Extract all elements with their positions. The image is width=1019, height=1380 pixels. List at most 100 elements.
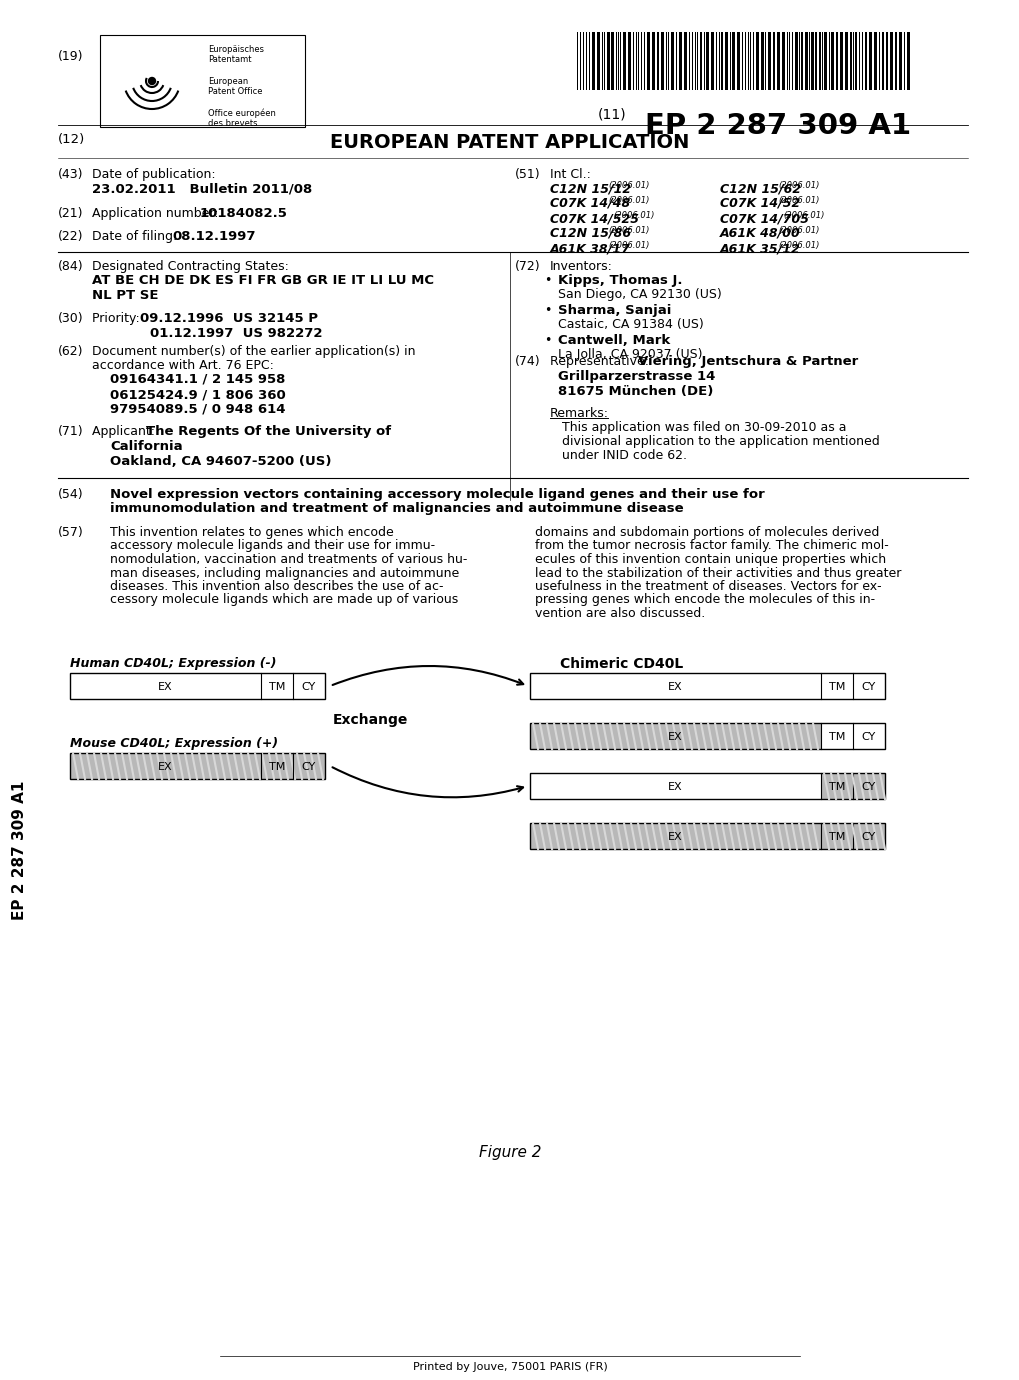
- Text: TM: TM: [269, 762, 285, 771]
- Text: 81675 München (DE): 81675 München (DE): [557, 385, 712, 397]
- Text: (2006.01): (2006.01): [777, 241, 818, 250]
- Text: 97954089.5 / 0 948 614: 97954089.5 / 0 948 614: [110, 403, 285, 415]
- Text: (30): (30): [58, 312, 84, 326]
- Text: immunomodulation and treatment of malignancies and autoimmune disease: immunomodulation and treatment of malign…: [110, 502, 683, 515]
- Text: usefulness in the treatment of diseases. Vectors for ex-: usefulness in the treatment of diseases.…: [535, 580, 880, 593]
- Text: 06125424.9 / 1 806 360: 06125424.9 / 1 806 360: [110, 388, 285, 402]
- Bar: [820, 723, 884, 749]
- Bar: [530, 723, 820, 749]
- Bar: [591, 32, 594, 90]
- Bar: [628, 32, 631, 90]
- Text: EX: EX: [667, 832, 682, 842]
- Bar: [646, 32, 649, 90]
- Bar: [755, 32, 758, 90]
- Text: divisional application to the application mentioned: divisional application to the applicatio…: [561, 435, 878, 448]
- Text: EX: EX: [158, 762, 172, 771]
- Text: C12N 15/62: C12N 15/62: [719, 182, 800, 195]
- Bar: [530, 673, 884, 700]
- Bar: [660, 32, 663, 90]
- Text: AT BE CH DE DK ES FI FR GB GR IE IT LI LU MC: AT BE CH DE DK ES FI FR GB GR IE IT LI L…: [92, 275, 433, 287]
- Text: CY: CY: [861, 782, 875, 792]
- Text: Int Cl.:: Int Cl.:: [549, 168, 590, 181]
- Text: lead to the stabilization of their activities and thus greater: lead to the stabilization of their activ…: [535, 567, 901, 580]
- Text: C12N 15/86: C12N 15/86: [549, 226, 631, 240]
- Text: EX: EX: [667, 731, 682, 742]
- Text: (2006.01): (2006.01): [607, 241, 649, 250]
- Text: Inventors:: Inventors:: [549, 259, 612, 273]
- Text: under INID code 62.: under INID code 62.: [561, 448, 687, 462]
- Text: A61K 35/12: A61K 35/12: [719, 241, 800, 255]
- Text: des brevets: des brevets: [208, 119, 257, 127]
- Bar: [720, 32, 722, 90]
- Text: C07K 14/52: C07K 14/52: [719, 197, 800, 210]
- Bar: [890, 32, 892, 90]
- Text: CY: CY: [861, 731, 875, 742]
- Text: 08.12.1997: 08.12.1997: [172, 230, 255, 243]
- Text: La Jolla, CA 92037 (US): La Jolla, CA 92037 (US): [557, 348, 702, 362]
- Text: San Diego, CA 92130 (US): San Diego, CA 92130 (US): [557, 288, 721, 301]
- Bar: [70, 753, 325, 778]
- Bar: [820, 773, 884, 799]
- Text: CY: CY: [302, 762, 316, 771]
- Bar: [610, 32, 613, 90]
- Bar: [906, 32, 909, 90]
- Bar: [898, 32, 901, 90]
- Text: •: •: [543, 304, 551, 317]
- Text: The Regents Of the University of: The Regents Of the University of: [146, 425, 390, 437]
- Text: Novel expression vectors containing accessory molecule ligand genes and their us: Novel expression vectors containing acce…: [110, 489, 764, 501]
- Text: 23.02.2011   Bulletin 2011/08: 23.02.2011 Bulletin 2011/08: [92, 182, 312, 195]
- Text: from the tumor necrosis factor family. The chimeric mol-: from the tumor necrosis factor family. T…: [535, 540, 888, 552]
- Text: ecules of this invention contain unique properties which: ecules of this invention contain unique …: [535, 553, 886, 566]
- Text: NL PT SE: NL PT SE: [92, 288, 158, 302]
- Bar: [606, 32, 609, 90]
- Text: (2006.01): (2006.01): [783, 211, 824, 219]
- Bar: [671, 32, 674, 90]
- Text: (2006.01): (2006.01): [777, 226, 818, 235]
- Text: C12N 15/12: C12N 15/12: [549, 182, 631, 195]
- Text: (11): (11): [597, 108, 626, 121]
- Text: A61K 38/17: A61K 38/17: [549, 241, 630, 255]
- Text: TM: TM: [828, 782, 845, 792]
- Bar: [794, 32, 797, 90]
- Bar: [820, 673, 884, 700]
- Text: (2006.01): (2006.01): [777, 181, 818, 190]
- Text: CY: CY: [302, 682, 316, 691]
- Text: diseases. This invention also describes the use of ac-: diseases. This invention also describes …: [110, 580, 443, 593]
- Bar: [830, 32, 834, 90]
- Bar: [767, 32, 770, 90]
- Bar: [836, 32, 838, 90]
- Text: TM: TM: [828, 682, 845, 691]
- Text: Europäisches: Europäisches: [208, 46, 264, 54]
- Bar: [651, 32, 654, 90]
- Bar: [530, 822, 884, 849]
- Text: 09.12.1996  US 32145 P: 09.12.1996 US 32145 P: [140, 312, 318, 326]
- Text: 01.12.1997  US 982272: 01.12.1997 US 982272: [150, 327, 322, 339]
- Text: C07K 14/48: C07K 14/48: [549, 197, 630, 210]
- Text: EX: EX: [667, 782, 682, 792]
- Text: Priority:: Priority:: [92, 312, 144, 326]
- Text: (21): (21): [58, 207, 84, 219]
- Bar: [840, 32, 842, 90]
- Text: (72): (72): [515, 259, 540, 273]
- Text: 10184082.5: 10184082.5: [200, 207, 287, 219]
- Text: (2006.01): (2006.01): [613, 211, 654, 219]
- Text: EX: EX: [667, 682, 682, 691]
- Bar: [810, 32, 813, 90]
- Text: Oakland, CA 94607-5200 (US): Oakland, CA 94607-5200 (US): [110, 455, 331, 468]
- Bar: [699, 32, 701, 90]
- Text: Kipps, Thomas J.: Kipps, Thomas J.: [557, 275, 682, 287]
- Bar: [844, 32, 847, 90]
- Bar: [868, 32, 871, 90]
- Text: cessory molecule ligands which are made up of various: cessory molecule ligands which are made …: [110, 593, 458, 606]
- Bar: [530, 822, 820, 849]
- Text: Designated Contracting States:: Designated Contracting States:: [92, 259, 288, 273]
- Text: •: •: [543, 334, 551, 346]
- Text: (84): (84): [58, 259, 84, 273]
- Bar: [596, 32, 599, 90]
- Text: EUROPEAN PATENT APPLICATION: EUROPEAN PATENT APPLICATION: [330, 132, 689, 152]
- Text: This invention relates to genes which encode: This invention relates to genes which en…: [110, 526, 393, 540]
- Text: Patent Office: Patent Office: [208, 87, 262, 97]
- Text: nomodulation, vaccination and treatments of various hu-: nomodulation, vaccination and treatments…: [110, 553, 467, 566]
- Text: Cantwell, Mark: Cantwell, Mark: [557, 334, 669, 346]
- Text: (71): (71): [58, 425, 84, 437]
